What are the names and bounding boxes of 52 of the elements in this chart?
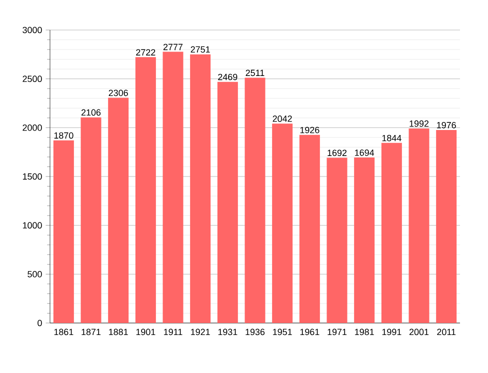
data-label: 1992 xyxy=(410,120,429,127)
x-tick-label: 1901 xyxy=(136,328,156,336)
x-tick-label: 1961 xyxy=(300,328,320,336)
data-label: 2469 xyxy=(218,74,238,80)
bar xyxy=(354,158,375,323)
y-tick-label: 3000 xyxy=(22,26,42,34)
data-label: 1976 xyxy=(437,122,456,128)
bar xyxy=(108,98,129,323)
data-label: 1844 xyxy=(382,134,402,142)
data-label: 2777 xyxy=(163,44,183,50)
x-tick-label: 1936 xyxy=(246,328,265,336)
data-label: 1692 xyxy=(328,150,347,156)
x-tick-label: 1911 xyxy=(164,328,182,336)
bar xyxy=(299,134,320,323)
bar xyxy=(381,142,402,323)
bar xyxy=(272,124,293,323)
x-tick-label: 1971 xyxy=(328,328,347,336)
x-tick-label: 2001 xyxy=(409,328,429,336)
y-tick-label: 2500 xyxy=(22,76,42,82)
x-tick-label: 1981 xyxy=(355,328,374,336)
data-label: 2106 xyxy=(81,109,101,116)
data-label: 2042 xyxy=(272,116,292,122)
bar xyxy=(53,140,74,323)
bar xyxy=(80,117,102,323)
x-tick-label: 1931 xyxy=(218,328,238,336)
y-tick-label: 2000 xyxy=(22,124,42,131)
data-label: 1870 xyxy=(54,132,74,139)
bar xyxy=(135,57,156,323)
y-tick-label: 500 xyxy=(28,270,42,278)
data-label: 2751 xyxy=(190,46,210,53)
x-tick-label: 1951 xyxy=(273,328,292,336)
x-tick-label: 1921 xyxy=(191,328,210,336)
y-tick-label: 1500 xyxy=(22,173,42,180)
data-label: 2722 xyxy=(136,49,156,56)
x-tick-label: 2011 xyxy=(437,328,456,336)
bar xyxy=(244,78,266,323)
bar xyxy=(162,52,184,323)
bar xyxy=(326,158,348,323)
x-tick-label: 1861 xyxy=(54,328,74,336)
y-tick-label: 1000 xyxy=(22,222,42,229)
data-label: 2511 xyxy=(246,70,264,76)
x-tick-label: 1991 xyxy=(382,328,402,336)
bar xyxy=(217,82,238,323)
x-tick-label: 1881 xyxy=(109,328,128,336)
bar xyxy=(190,54,211,323)
data-label: 1694 xyxy=(355,150,374,156)
bar xyxy=(408,128,430,323)
y-tick-label: 0 xyxy=(38,320,42,326)
bar xyxy=(436,130,457,323)
x-tick-label: 1871 xyxy=(82,328,101,336)
data-label: 2306 xyxy=(108,90,128,96)
data-label: 1926 xyxy=(300,126,320,134)
